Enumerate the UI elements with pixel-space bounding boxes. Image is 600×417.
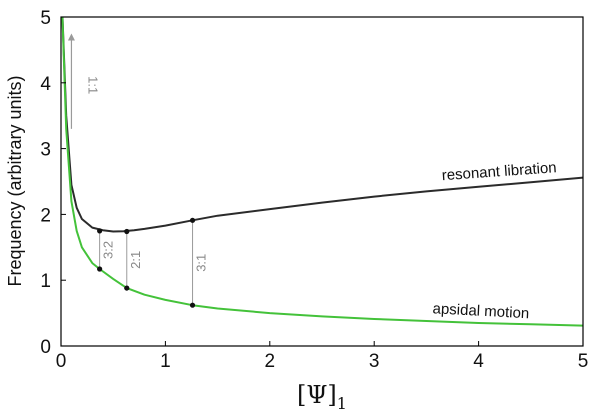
y-tick-label-4: 4 [40, 74, 51, 95]
x-tick-label-0: 0 [56, 351, 67, 372]
y-tick-label-3: 3 [40, 140, 51, 161]
y-tick-label-1: 1 [40, 271, 51, 292]
y-tick-label-5: 5 [40, 8, 51, 29]
resonance-point-lower-3 [189, 302, 196, 308]
x-tick-label-4: 4 [473, 351, 484, 372]
x-tick-label-5: 5 [578, 351, 589, 372]
series-line-apsidal-motion [61, 17, 583, 327]
arrow-head [67, 33, 75, 41]
x-tick-label-1: 1 [160, 351, 171, 372]
arrow-label-1-1: 1:1 [85, 76, 100, 94]
resonance-label-3: 3:1 [194, 254, 209, 272]
x-axis-label-main: [Ψ] [297, 381, 337, 409]
x-axis-label-subscript: 1 [337, 394, 347, 413]
resonance-point-upper-1 [97, 228, 103, 234]
y-axis-label: Frequency (arbitrary units) [5, 75, 25, 286]
axes-frame [60, 16, 584, 347]
resonance-label-1: 3:2 [101, 241, 116, 259]
resonance-point-lower-1 [97, 266, 103, 272]
axis-ticks: 0 1 2 3 4 5 0 1 2 3 4 5 [40, 8, 588, 372]
resonance-point-upper-2 [124, 228, 130, 235]
y-tick-label-0: 0 [40, 337, 51, 358]
x-tick-label-3: 3 [369, 351, 380, 372]
x-tick-label-2: 2 [265, 351, 276, 372]
y-tick-label-2: 2 [40, 205, 51, 226]
series-line-resonant-libration [61, 17, 583, 233]
x-axis-label: [Ψ]1 [297, 381, 347, 413]
curve-label-apsidal-motion: apsidal motion [432, 300, 529, 322]
resonance-point-upper-3 [189, 217, 196, 223]
resonance-label-2: 2:1 [128, 251, 143, 269]
resonance-point-lower-2 [124, 285, 130, 291]
